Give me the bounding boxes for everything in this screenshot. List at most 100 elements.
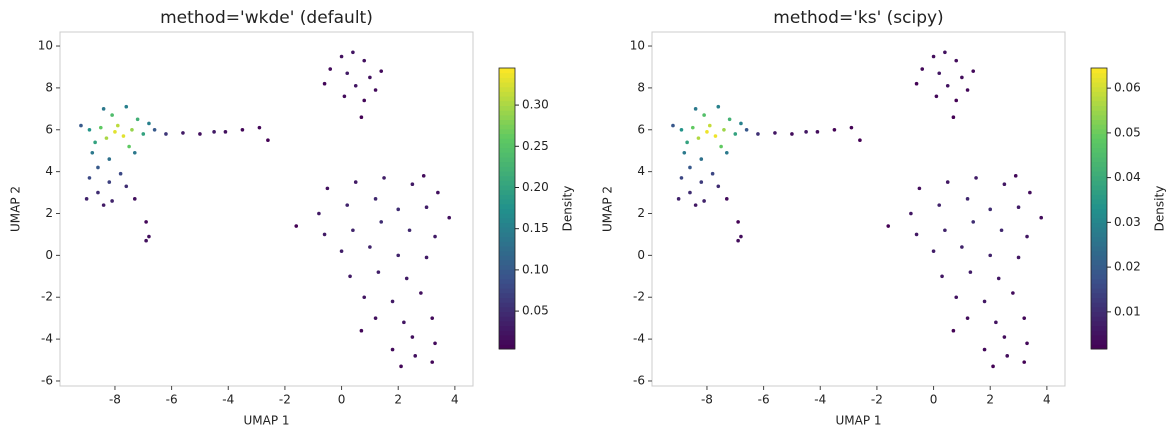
y-tick-label: 4: [45, 164, 53, 178]
point: [1013, 174, 1018, 178]
point: [121, 134, 126, 138]
y-tick-label: -4: [41, 332, 53, 346]
point: [113, 130, 117, 134]
point: [679, 127, 684, 132]
point: [433, 341, 437, 346]
point: [914, 81, 919, 86]
y-tick-label: 6: [637, 122, 645, 136]
point: [382, 176, 386, 180]
point: [84, 197, 89, 201]
colorbar-segment: [1091, 86, 1107, 92]
point: [132, 150, 137, 155]
point: [1016, 255, 1021, 260]
point: [1039, 215, 1044, 220]
point: [716, 104, 721, 109]
point: [257, 125, 262, 130]
point: [886, 224, 891, 228]
point: [413, 354, 418, 358]
point: [373, 197, 378, 201]
x-tick-label: -8: [701, 393, 713, 407]
colorbar-segment: [499, 68, 515, 74]
colorbar-segment: [1091, 236, 1107, 242]
colorbar-segment: [499, 250, 515, 256]
point: [294, 224, 299, 228]
point: [376, 270, 381, 274]
colorbar-segment: [1091, 138, 1107, 144]
colorbar-segment: [1091, 288, 1107, 294]
colorbar-tick-label: 0.04: [1114, 170, 1141, 184]
y-tick-label: -4: [633, 332, 645, 346]
colorbar-segment: [1091, 68, 1107, 74]
colorbar-segment: [499, 316, 515, 322]
point: [433, 234, 437, 239]
colorbar-segment: [1091, 269, 1107, 275]
point: [960, 75, 964, 80]
point: [744, 127, 749, 132]
colorbar-segment: [499, 320, 515, 327]
point: [960, 245, 964, 249]
x-tick-label: -6: [758, 393, 770, 407]
colorbar-segment: [499, 330, 515, 336]
colorbar-segment: [1091, 283, 1107, 289]
colorbar-segment: [499, 171, 515, 177]
point: [101, 107, 106, 111]
point: [945, 84, 950, 88]
point: [756, 132, 760, 136]
point: [1011, 291, 1015, 295]
point: [713, 134, 718, 138]
point: [1022, 316, 1027, 320]
point: [240, 127, 245, 132]
point: [699, 180, 704, 184]
colorbar-segment: [1091, 334, 1107, 341]
point: [410, 182, 415, 186]
point: [832, 127, 837, 132]
point: [115, 123, 120, 128]
colorbar-segment: [499, 175, 515, 181]
point: [135, 117, 140, 122]
colorbar-segment: [1091, 320, 1107, 327]
point: [724, 197, 729, 201]
colorbar-segment: [1091, 105, 1107, 111]
y-tick-label: -2: [41, 290, 53, 304]
colorbar-tick-label: 0.01: [1114, 304, 1141, 318]
colorbar-tick-label: 0.15: [522, 221, 549, 235]
point: [368, 75, 372, 80]
x-tick-label: -4: [222, 393, 234, 407]
colorbar-segment: [1091, 156, 1107, 163]
chart-title: method='ks' (scipy): [773, 8, 943, 28]
point: [144, 220, 148, 224]
point: [144, 238, 148, 243]
colorbar-segment: [1091, 189, 1107, 195]
colorbar-segment: [1091, 119, 1107, 125]
colorbar-segment: [1091, 306, 1107, 313]
point: [362, 295, 367, 300]
point: [110, 199, 114, 203]
colorbar-segment: [499, 274, 515, 280]
x-tick-label: -8: [109, 393, 121, 407]
point: [1025, 341, 1029, 346]
point: [974, 176, 978, 180]
point: [424, 205, 429, 210]
point: [943, 228, 947, 233]
point: [707, 123, 712, 128]
point: [682, 150, 687, 155]
colorbar-segment: [499, 124, 515, 130]
point: [909, 211, 913, 216]
x-axis-label: UMAP 1: [243, 414, 289, 428]
colorbar-tick-label: 0.25: [522, 139, 549, 153]
colorbar-segment: [1091, 302, 1107, 308]
colorbar-segment: [1091, 124, 1107, 130]
colorbar-segment: [499, 72, 515, 78]
colorbar-segment: [1091, 203, 1107, 209]
point: [430, 360, 435, 364]
point: [342, 94, 347, 99]
colorbar-segment: [499, 114, 515, 121]
y-tick-label: 10: [38, 39, 53, 53]
colorbar-segment: [1091, 77, 1107, 83]
colorbar-segment: [499, 222, 515, 228]
point: [693, 203, 698, 207]
point: [96, 190, 100, 195]
point: [407, 228, 412, 233]
colorbar-segment: [499, 306, 515, 313]
y-tick-label: -2: [633, 290, 645, 304]
